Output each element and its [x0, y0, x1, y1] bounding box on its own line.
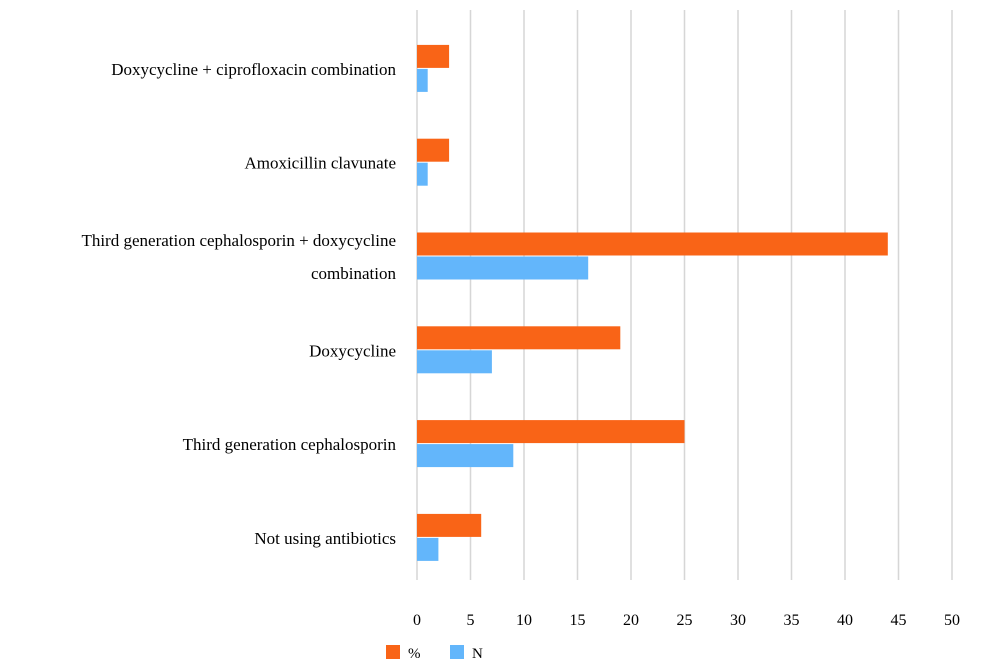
x-tick-label: 40: [837, 612, 853, 629]
category-label: Amoxicillin clavunate: [244, 154, 396, 173]
bar-percent-4: [417, 420, 685, 444]
x-tick-label: 25: [677, 612, 693, 629]
x-tick-label: 10: [516, 612, 532, 629]
gridlines: [416, 10, 953, 580]
x-tick-label: 35: [784, 612, 800, 629]
x-tick-label: 30: [730, 612, 746, 629]
bar-percent-0: [417, 44, 450, 68]
bar-n-3: [417, 350, 492, 374]
bar-percent-1: [417, 138, 450, 162]
legend: % N: [386, 645, 483, 662]
category-labels: Doxycycline + ciprofloxacin combination A…: [81, 60, 396, 548]
category-label: combination: [311, 264, 396, 283]
category-label: Third generation cephalosporin + doxycyc…: [81, 231, 396, 250]
bar-n-4: [417, 444, 514, 468]
x-tick-labels: 0 5 10 15 20 25 30 35 40 45 50: [413, 612, 960, 629]
legend-label-n: N: [472, 646, 483, 662]
bar-percent-2: [417, 232, 888, 256]
bar-percent-3: [417, 326, 621, 350]
category-label: Doxycycline + ciprofloxacin combination: [111, 60, 396, 79]
bar-n-0: [417, 68, 428, 92]
bar-n-5: [417, 537, 439, 561]
bars: [417, 44, 888, 561]
x-tick-label: 50: [944, 612, 960, 629]
bar-n-1: [417, 162, 428, 186]
category-label: Third generation cephalosporin: [183, 435, 397, 454]
bar-percent-5: [417, 513, 482, 537]
x-tick-label: 45: [891, 612, 907, 629]
category-label: Doxycycline: [309, 341, 396, 360]
legend-label-percent: %: [408, 646, 421, 662]
x-tick-label: 20: [623, 612, 639, 629]
x-tick-label: 5: [467, 612, 475, 629]
legend-swatch-percent: [386, 645, 400, 659]
x-tick-label: 0: [413, 612, 421, 629]
bar-n-2: [417, 256, 589, 280]
category-label: Not using antibiotics: [254, 529, 396, 548]
legend-swatch-n: [450, 645, 464, 659]
x-tick-label: 15: [570, 612, 586, 629]
